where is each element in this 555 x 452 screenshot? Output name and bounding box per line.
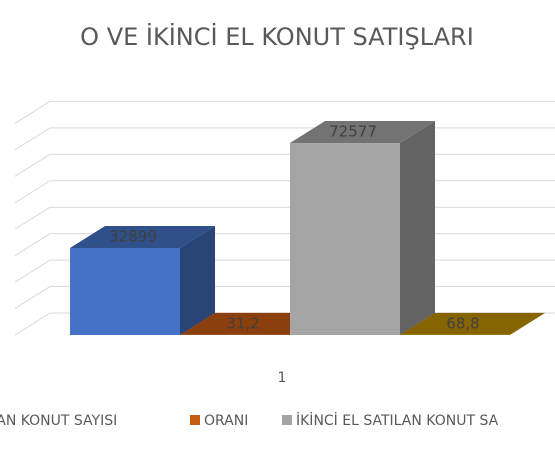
bar-top: [290, 121, 435, 144]
grid-line: [14, 153, 555, 177]
grid-line: [14, 100, 555, 124]
data-label: 68,8: [446, 314, 479, 332]
grid-line: [14, 206, 555, 230]
bar-top: [70, 225, 215, 248]
legend-label: İKİNCİ EL SATILAN KONUT SA: [296, 411, 499, 429]
bar: [290, 143, 400, 335]
bar-side: [180, 225, 215, 335]
bar-side: [400, 121, 435, 335]
bar-side: [510, 312, 545, 335]
bar-top: [180, 312, 325, 335]
legend-marker: [282, 415, 292, 425]
bar: [70, 247, 180, 335]
data-label: 32899: [109, 227, 157, 245]
legend-marker: [190, 415, 200, 425]
grid-line: [14, 180, 555, 204]
legend-label: ILAN KONUT SAYISI: [0, 413, 117, 429]
legend-label: ORANI: [204, 413, 248, 429]
chart-title: O VE İKİNCİ EL KONUT SATIŞLARI: [80, 22, 474, 51]
data-label: 72577: [329, 123, 377, 141]
grid-line: [14, 127, 555, 151]
bar-top: [400, 312, 545, 335]
data-label: 31,2: [226, 314, 259, 332]
x-tick-label: 1: [278, 370, 287, 386]
